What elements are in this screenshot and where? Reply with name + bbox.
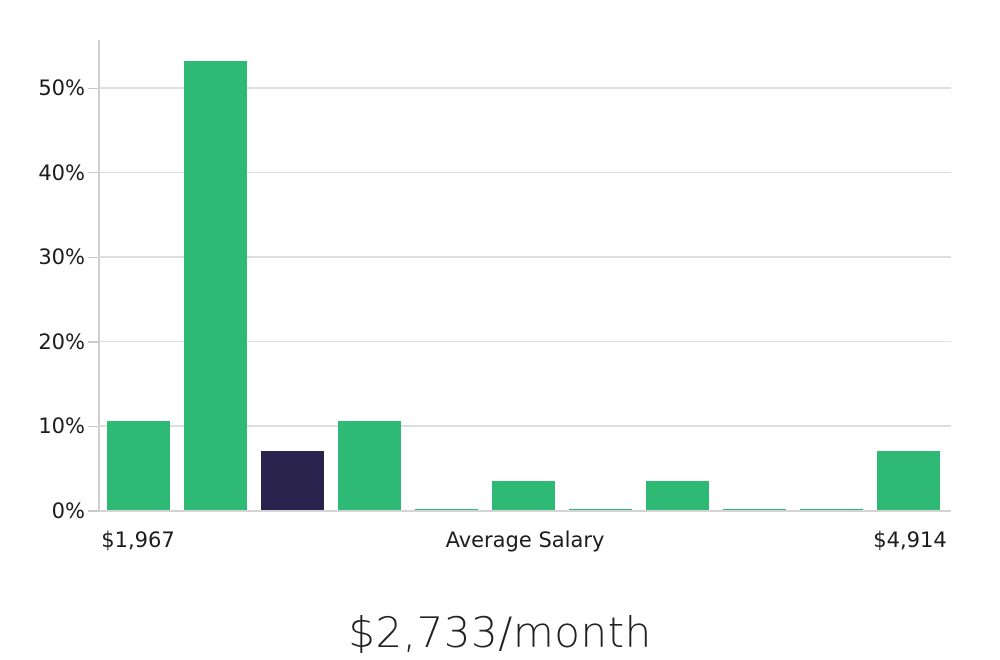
y-tick-label: 0% (51, 499, 85, 523)
bar (646, 481, 709, 511)
y-tick-label: 10% (38, 414, 85, 439)
y-tick-mark (88, 256, 99, 258)
bar (107, 420, 170, 511)
bar (800, 508, 863, 511)
bar (184, 61, 247, 511)
y-tick-label: 30% (38, 245, 85, 270)
average-salary-title: $2,733/month (348, 608, 652, 657)
y-tick-label: 20% (38, 329, 85, 354)
bar (415, 508, 478, 511)
gridline (99, 425, 951, 427)
y-axis-line (98, 40, 100, 511)
bar (338, 420, 401, 511)
gridline (99, 256, 951, 258)
bar (877, 450, 940, 511)
y-tick-mark (88, 172, 99, 174)
bar-highlighted-average (261, 450, 324, 511)
x-tick-label-max: $4,914 (873, 528, 947, 552)
gridline (99, 340, 951, 343)
y-tick-mark (88, 341, 99, 343)
x-axis-line (99, 510, 951, 512)
bar (569, 508, 632, 511)
y-tick-mark (88, 87, 99, 89)
gridline (99, 171, 951, 174)
bar (723, 508, 786, 511)
gridline (99, 87, 951, 89)
y-tick-label: 50% (38, 76, 85, 101)
bar (492, 481, 555, 511)
y-tick-label: 40% (38, 160, 85, 185)
x-axis-title: Average Salary (445, 528, 605, 552)
y-tick-mark (88, 510, 99, 512)
y-tick-mark (88, 425, 99, 428)
x-tick-label-min: $1,967 (101, 528, 175, 552)
